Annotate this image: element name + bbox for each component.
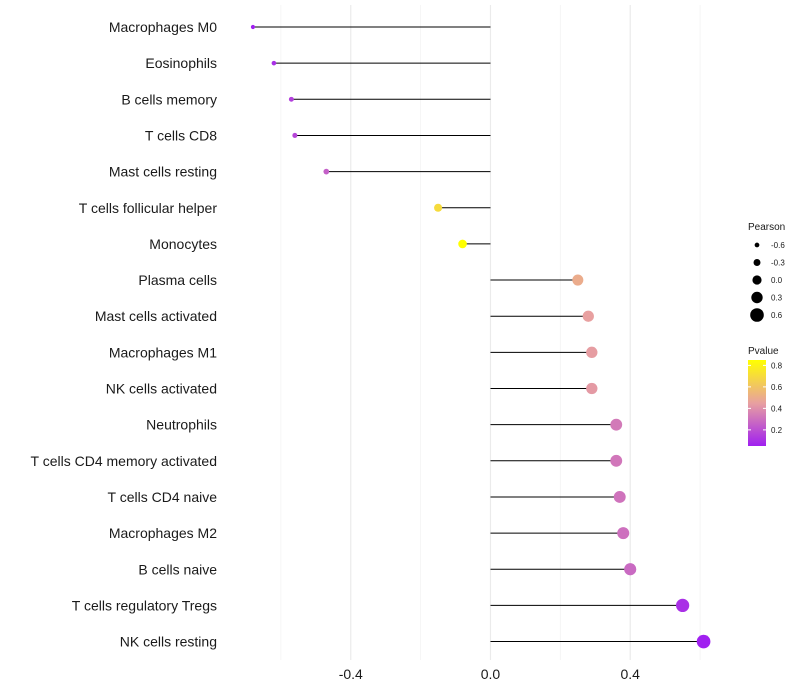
lollipop-point [458,239,467,249]
lollipop-point [613,490,626,503]
lollipop-point [675,598,690,613]
lollipop-point [288,96,294,102]
category-label: B cells naive [138,561,217,577]
size-legend-dot [754,242,760,248]
lollipop-point [696,634,711,649]
category-label: T cells CD4 naive [108,489,218,505]
lollipop-point [271,60,277,66]
color-legend-ticks: 0.8 0.6 0.4 0.2 [748,361,783,435]
category-label: T cells CD4 memory activated [31,453,217,469]
point-layer [250,24,711,649]
size-legend-items: -0.6 -0.3 0.0 0.3 0.6 [750,241,785,322]
category-label: NK cells activated [106,381,217,397]
size-legend-label: 0.3 [771,294,783,303]
stem-layer [252,26,704,643]
category-label: NK cells resting [120,634,217,650]
lollipop-point [582,310,594,322]
lollipop-point [610,454,623,467]
size-legend-dot [750,308,764,322]
x-axis-ticks: -0.4 0.0 0.4 [339,666,640,682]
category-label: Macrophages M1 [109,344,217,360]
size-legend-label: 0.0 [771,276,783,285]
legend: Pearson -0.6-0.30.00.30.6 Pvalue 0.80.60… [748,222,785,446]
color-legend-label: 0.6 [771,383,783,392]
x-tick-label: -0.4 [339,666,363,682]
lollipop-point [434,203,443,212]
lollipop-point [610,418,623,431]
lollipop-point [292,132,298,138]
category-labels: Macrophages M0 Eosinophils B cells memory T… [31,19,218,650]
lollipop-point [250,24,256,30]
category-label: T cells CD8 [145,127,217,143]
x-tick-label: 0.4 [620,666,640,682]
lollipop-point [572,274,584,286]
color-legend-label: 0.8 [771,361,783,370]
category-label: Macrophages M0 [109,19,217,35]
category-label: Macrophages M2 [109,525,217,541]
color-legend-label: 0.2 [771,426,783,435]
category-label: Eosinophils [145,55,217,71]
category-label: Monocytes [149,236,217,252]
lollipop-point [624,563,637,576]
size-legend-title: Pearson [748,222,785,233]
x-tick-label: 0.0 [481,666,501,682]
color-legend-title: Pvalue [748,346,779,357]
category-label: T cells regulatory Tregs [72,597,217,613]
color-legend-label: 0.4 [771,404,783,413]
size-legend-dot [752,275,762,285]
color-legend-bar [748,360,766,446]
category-label: Mast cells resting [109,164,217,180]
category-label: Neutrophils [146,417,217,433]
category-label: Mast cells activated [95,308,217,324]
size-legend-label: -0.3 [771,259,785,268]
size-legend-label: 0.6 [771,311,783,320]
lollipop-point [586,382,598,395]
category-label: B cells memory [121,91,217,107]
size-legend-dot [753,259,761,266]
lollipop-point [586,346,598,359]
size-legend-dot [751,291,763,304]
category-label: Plasma cells [138,272,217,288]
grid-layer [280,5,701,660]
category-label: T cells follicular helper [79,200,218,216]
lollipop-point [617,527,630,540]
size-legend-label: -0.6 [771,241,785,250]
lollipop-point [323,168,330,175]
